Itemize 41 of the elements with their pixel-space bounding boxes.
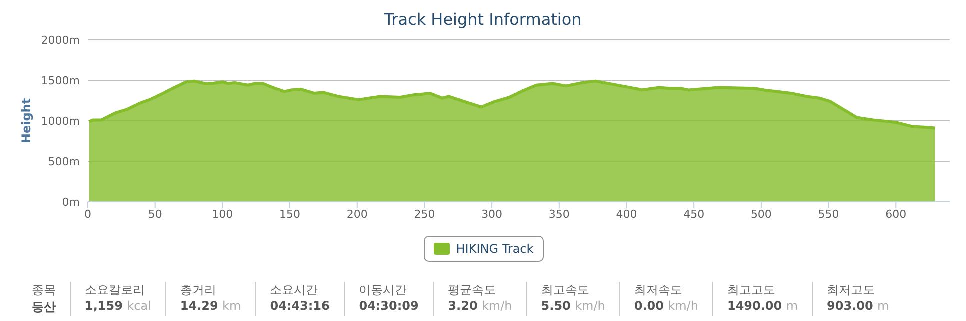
y-tick-label: 2000m	[41, 34, 80, 47]
y-axis-title: Height	[19, 98, 34, 144]
text: 5.50 km/h	[541, 299, 606, 313]
text: 이동시간	[359, 282, 408, 299]
text: 총거리	[180, 282, 218, 299]
text: 최고속도	[541, 282, 590, 299]
chart-title: Track Height Information	[383, 9, 583, 31]
x-tick-label: 100	[212, 208, 234, 221]
y-tick-label: 0m	[62, 196, 80, 209]
x-tick-label: 0	[84, 208, 92, 221]
x-tick-label: 600	[886, 208, 907, 221]
legend-label: HIKING Track	[424, 236, 544, 262]
x-tick-label: 200	[346, 208, 368, 221]
text: 903.00 m	[827, 299, 890, 313]
x-tick-label: 400	[616, 208, 638, 221]
x-tick-label: 250	[414, 208, 436, 221]
text: 평균속도	[448, 282, 498, 299]
text: 1,159 kcal	[85, 299, 152, 313]
text: 04:30:09	[359, 299, 420, 313]
x-tick-label: 500	[750, 208, 772, 221]
x-tick-label: 450	[684, 208, 705, 221]
text: 최저속도	[634, 282, 684, 299]
text: 0.00 km/h	[634, 299, 698, 313]
text: 소요칼로리	[85, 282, 146, 299]
text: 종목	[32, 282, 56, 299]
text: 3.20 km/h	[448, 299, 512, 313]
text: 1490.00 m	[727, 299, 798, 313]
y-tick-label: 500m	[48, 155, 80, 168]
x-tick-label: 550	[818, 208, 840, 221]
text: 소요시간	[270, 282, 320, 299]
x-tick-label: 150	[280, 208, 301, 221]
y-tick-label: 1000m	[41, 114, 80, 128]
text: 04:43:16	[270, 299, 330, 313]
text: 14.29 km	[180, 299, 242, 313]
y-tick-label: 1500m	[41, 74, 80, 88]
text: 최저고도	[827, 282, 876, 299]
x-tick-label: 50	[148, 208, 162, 221]
x-tick-label: 350	[548, 208, 570, 221]
text: 최고고도	[727, 282, 776, 299]
x-tick-label: 300	[482, 208, 503, 221]
text: 등산	[32, 299, 56, 316]
